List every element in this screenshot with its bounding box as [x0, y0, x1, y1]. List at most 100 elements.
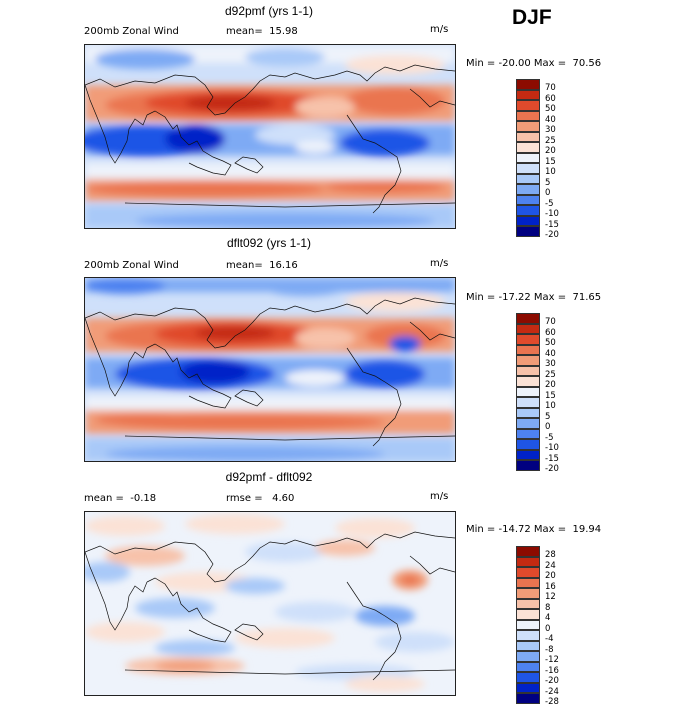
colorbar-swatch	[516, 205, 540, 216]
panel1-mean: mean= 15.98	[226, 26, 298, 37]
colorbar-label: 5	[545, 411, 551, 422]
colorbar-label: 20	[545, 571, 556, 581]
colorbar-label: 60	[545, 93, 556, 104]
colorbar-swatch	[516, 439, 540, 450]
colorbar-swatch	[516, 460, 540, 471]
colorbar-swatch	[516, 355, 540, 366]
season-label: DJF	[512, 6, 552, 29]
panel1-variable-label: 200mb Zonal Wind	[84, 26, 179, 37]
colorbar-label: 10	[545, 167, 556, 177]
colorbar-swatch	[516, 110, 540, 121]
colorbar-swatch	[516, 142, 540, 153]
panel2-variable-label: 200mb Zonal Wind	[84, 260, 179, 271]
colorbar-swatch	[516, 376, 540, 387]
colorbar-label: -20	[545, 676, 559, 686]
colorbar-label: 16	[545, 581, 556, 592]
panel3-map	[84, 511, 456, 696]
colorbar-label: 4	[545, 613, 551, 623]
colorbar-label: -16	[545, 665, 559, 676]
panel1-units: m/s	[430, 24, 449, 35]
colorbar-label: 40	[545, 348, 556, 359]
colorbar-swatch	[516, 428, 540, 439]
panel2-map	[84, 277, 456, 462]
colorbar-swatch	[516, 407, 540, 418]
colorbar-label: 70	[545, 83, 556, 93]
colorbar-label: 0	[545, 623, 551, 634]
colorbar-swatch	[516, 323, 540, 334]
colorbar-label: 12	[545, 592, 556, 602]
colorbar-swatch	[516, 121, 540, 132]
colorbar-swatch	[516, 131, 540, 142]
colorbar-swatch	[516, 163, 540, 174]
colorbar-swatch	[516, 334, 540, 345]
colorbar-label: 50	[545, 104, 556, 114]
panel3-mean: mean = -0.18	[84, 493, 157, 504]
colorbar-swatch	[516, 100, 540, 111]
colorbar-label: 20	[545, 380, 556, 390]
colorbar-label: 30	[545, 359, 556, 369]
panel3-minmax: Min = -14.72 Max = 19.94	[466, 524, 602, 535]
colorbar-label: 28	[545, 550, 556, 560]
colorbar-swatch	[516, 313, 540, 324]
panel3-units: m/s	[430, 491, 449, 502]
colorbar-swatch	[516, 556, 540, 567]
colorbar-label: 15	[545, 390, 556, 401]
colorbar-swatch	[516, 215, 540, 226]
colorbar-label: -10	[545, 209, 559, 219]
panel2-mean: mean= 16.16	[226, 260, 298, 271]
colorbar-swatch	[516, 546, 540, 557]
panel1-title: d92pmf (yrs 1-1)	[224, 4, 314, 18]
colorbar-swatch	[516, 567, 540, 578]
colorbar-swatch	[516, 598, 540, 609]
panel1-minmax: Min = -20.00 Max = 70.56	[466, 58, 602, 69]
colorbar-label: 30	[545, 125, 556, 135]
colorbar-swatch	[516, 386, 540, 397]
colorbar-swatch	[516, 588, 540, 599]
colorbar-label: -4	[545, 634, 554, 644]
colorbar-label: 5	[545, 177, 551, 188]
colorbar-label: 8	[545, 602, 551, 613]
colorbar-label: -5	[545, 432, 554, 443]
panel3-rmse: rmse = 4.60	[226, 493, 295, 504]
colorbar-label: 60	[545, 327, 556, 338]
colorbar-label: 70	[545, 317, 556, 327]
colorbar-label: 24	[545, 560, 556, 571]
colorbar-label: -20	[545, 230, 559, 240]
panel2-units: m/s	[430, 258, 449, 269]
colorbar-swatch	[516, 184, 540, 195]
colorbar-label: 15	[545, 156, 556, 167]
colorbar-swatch	[516, 619, 540, 630]
colorbar-label: 40	[545, 114, 556, 125]
colorbar-swatch	[516, 79, 540, 90]
colorbar-swatch	[516, 365, 540, 376]
colorbar-swatch	[516, 672, 540, 683]
colorbar-swatch	[516, 693, 540, 704]
panel2-minmax: Min = -17.22 Max = 71.65	[466, 292, 602, 303]
colorbar-swatch	[516, 682, 540, 693]
colorbar-swatch	[516, 418, 540, 429]
colorbar-label: 10	[545, 401, 556, 411]
colorbar-label: -28	[545, 697, 559, 707]
colorbar-label: -20	[545, 464, 559, 474]
colorbar-label: 0	[545, 188, 551, 198]
colorbar-swatch	[516, 661, 540, 672]
colorbar-label: -10	[545, 443, 559, 453]
colorbar-swatch	[516, 577, 540, 588]
panel1-map	[84, 44, 456, 229]
colorbar-label: -12	[545, 655, 559, 665]
colorbar-swatch	[516, 173, 540, 184]
colorbar-swatch	[516, 640, 540, 651]
colorbar-label: -15	[545, 453, 559, 464]
colorbar-swatch	[516, 344, 540, 355]
colorbar-label: 25	[545, 369, 556, 380]
colorbar-swatch	[516, 651, 540, 662]
colorbar-label: 50	[545, 338, 556, 348]
colorbar-swatch	[516, 449, 540, 460]
colorbar-label: 0	[545, 422, 551, 432]
colorbar-label: -8	[545, 644, 554, 655]
colorbar-swatch	[516, 89, 540, 100]
colorbar-label: 25	[545, 135, 556, 146]
colorbar-swatch	[516, 609, 540, 620]
colorbar-swatch	[516, 194, 540, 205]
colorbar-swatch	[516, 226, 540, 237]
